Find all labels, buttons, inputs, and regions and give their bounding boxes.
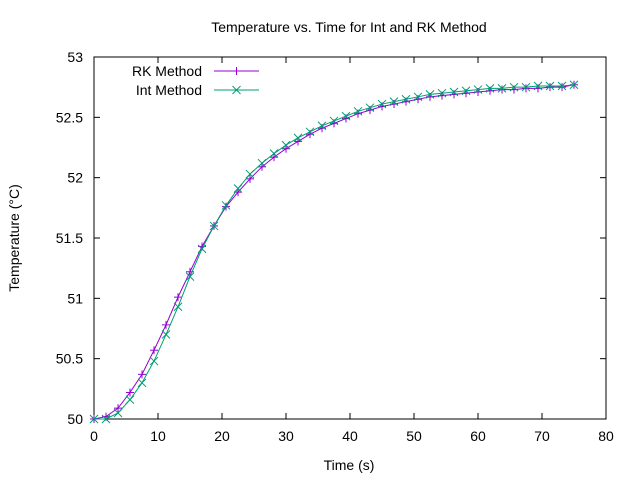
x-tick-label: 60 <box>470 428 486 444</box>
data-point-int-method <box>162 331 170 339</box>
y-tick-label: 53 <box>67 49 83 65</box>
x-tick-label: 10 <box>150 428 166 444</box>
y-tick-label: 50 <box>67 411 83 427</box>
data-point-int-method <box>138 379 146 387</box>
data-point-int-method <box>174 303 182 311</box>
data-point-rk-method <box>282 145 290 153</box>
x-tick-label: 40 <box>342 428 358 444</box>
plot-border <box>94 57 606 419</box>
x-tick-label: 30 <box>278 428 294 444</box>
x-axis-label: Time (s) <box>324 457 375 473</box>
legend-item-int-method: Int Method <box>136 82 259 98</box>
data-point-rk-method <box>498 86 506 94</box>
x-tick-label: 0 <box>90 428 98 444</box>
x-tick-label: 20 <box>214 428 230 444</box>
chart-title: Temperature vs. Time for Int and RK Meth… <box>211 19 486 35</box>
data-point-rk-method <box>114 404 122 412</box>
data-point-rk-method <box>294 137 302 145</box>
data-point-rk-method <box>558 83 566 91</box>
legend: RK Method Int Method <box>132 63 259 98</box>
x-tick-label: 70 <box>534 428 550 444</box>
plot-frame <box>94 57 606 419</box>
data-point-rk-method <box>150 346 158 354</box>
series-line-rk-method <box>94 85 574 419</box>
y-tick-label: 51.5 <box>56 230 83 246</box>
data-point-int-method <box>126 396 134 404</box>
legend-item-rk-method: RK Method <box>132 63 259 79</box>
y-axis-label: Temperature (°C) <box>6 184 22 292</box>
series-layer <box>90 81 578 423</box>
legend-label-rk-method: RK Method <box>132 63 202 79</box>
series-line-int-method <box>94 85 574 419</box>
series-int-method <box>90 81 578 423</box>
y-tick-label: 50.5 <box>56 351 83 367</box>
x-tick-label: 80 <box>598 428 614 444</box>
y-tick-label: 51 <box>67 290 83 306</box>
data-point-rk-method <box>522 84 530 92</box>
series-rk-method <box>90 81 578 423</box>
x-tick-label: 50 <box>406 428 422 444</box>
legend-marker-rk-method <box>233 67 241 75</box>
y-tick-label: 52.5 <box>56 109 83 125</box>
y-tick-label: 52 <box>67 170 83 186</box>
legend-label-int-method: Int Method <box>136 82 202 98</box>
data-point-rk-method <box>546 83 554 91</box>
data-point-int-method <box>150 357 158 365</box>
